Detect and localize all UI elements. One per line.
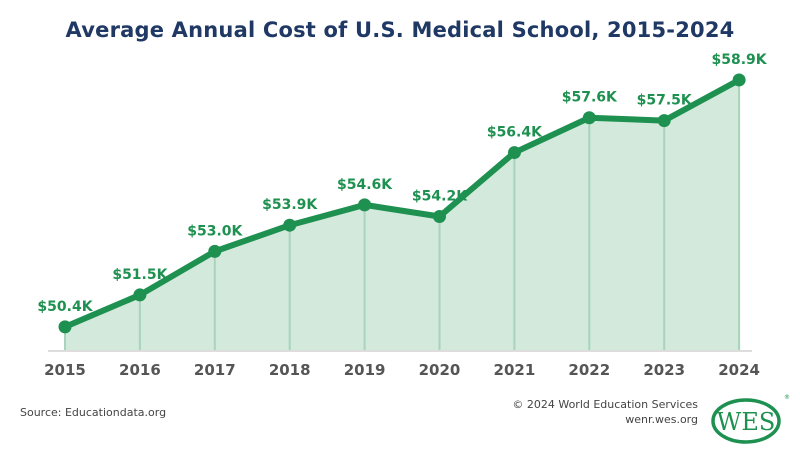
series-line — [62, 76, 743, 330]
data-label-2018: $53.9K — [262, 197, 318, 213]
data-label-2016: $51.5K — [112, 267, 168, 283]
data-point-2021 — [507, 146, 521, 160]
data-label-2022: $57.6K — [562, 90, 618, 106]
data-point-2024 — [732, 73, 746, 87]
copyright-block: © 2024 World Education Services wenr.wes… — [512, 397, 698, 427]
chart-title: Average Annual Cost of U.S. Medical Scho… — [65, 18, 735, 42]
data-point-2015 — [58, 320, 72, 334]
x-tick-label: 2021 — [494, 361, 536, 379]
svg-text:®: ® — [784, 394, 790, 401]
x-tick-label: 2017 — [194, 361, 236, 379]
data-point-2020 — [433, 209, 446, 223]
data-label-2015: $50.4K — [37, 299, 93, 315]
data-point-2023 — [657, 114, 671, 128]
data-label-2020: $54.2K — [412, 188, 468, 204]
data-label-2019: $54.6K — [337, 177, 393, 193]
source-note: Source: Educationdata.org — [20, 406, 167, 419]
area-fill — [65, 79, 740, 351]
x-tick-label: 2019 — [344, 361, 386, 379]
x-tick-label: 2015 — [44, 361, 86, 379]
data-label-2021: $56.4K — [487, 125, 543, 141]
x-tick-label: 2024 — [718, 361, 760, 379]
data-point-2018 — [283, 218, 297, 232]
data-point-2019 — [358, 198, 372, 212]
data-label-2024: $58.9K — [712, 52, 768, 68]
x-tick-label: 2016 — [119, 361, 161, 379]
svg-text:WES: WES — [717, 408, 776, 436]
x-tick-label: 2022 — [568, 361, 610, 379]
x-tick-label: 2020 — [419, 361, 461, 379]
data-point-2017 — [208, 244, 222, 258]
x-tick-label: 2018 — [269, 361, 311, 379]
copyright-text: © 2024 World Education Services — [512, 398, 698, 411]
wes-logo: WES ® — [711, 394, 790, 444]
data-point-2016 — [133, 288, 147, 302]
data-point-2022 — [582, 111, 596, 125]
data-label-2023: $57.5K — [637, 93, 693, 109]
data-label-2017: $53.0K — [187, 223, 243, 239]
website-text: wenr.wes.org — [625, 413, 698, 426]
x-tick-label: 2023 — [643, 361, 685, 379]
